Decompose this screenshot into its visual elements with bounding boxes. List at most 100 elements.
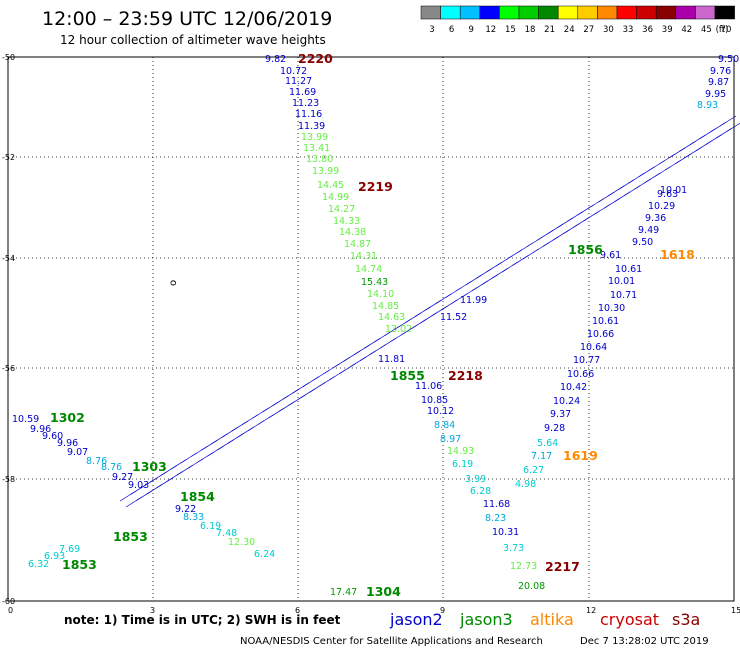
wave-height-label: 10.29 xyxy=(648,201,675,212)
legend-swatch xyxy=(557,5,579,20)
legend-swatch xyxy=(538,5,559,20)
satellite-name: altika xyxy=(530,610,574,629)
pass-time-label: 2219 xyxy=(358,179,393,194)
pass-time-label: 1853 xyxy=(113,529,148,544)
pass-time-label: 2218 xyxy=(448,368,483,383)
wave-height-label: 10.59 xyxy=(12,414,39,425)
wave-height-label: 3.99 xyxy=(465,474,486,485)
legend-swatch xyxy=(597,5,618,20)
pass-time-labels: 2220 2219 2218 2217 1302 1303 1853 1853 1854 1855… xyxy=(50,51,695,599)
wave-height-label: 14.45 xyxy=(317,180,344,191)
wave-height-label: 9.22 xyxy=(175,504,196,515)
wave-height-label: 8.93 xyxy=(697,100,718,111)
footer-credit: NOAA/NESDIS Center for Satellite Applica… xyxy=(240,636,543,647)
pass-time-label: 1619 xyxy=(563,448,598,463)
pass-time-label: 1856 xyxy=(568,242,603,257)
legend-swatch xyxy=(499,5,520,20)
wave-height-label: 4.98 xyxy=(515,479,536,490)
wave-height-label: 20.08 xyxy=(518,581,545,592)
wave-height-label: 13.99 xyxy=(312,166,339,177)
wave-height-legend: 3 6 9 12 15 18 21 24 27 30 33 36 39 42 45 70(ft) xyxy=(420,5,735,35)
altimeter-tracks: 9.8210.7211.2711.6911.2311.1611.3913.991… xyxy=(12,54,740,598)
wave-height-label: 10.01 xyxy=(608,276,635,287)
satellite-name: cryosat xyxy=(600,610,659,629)
pass-time-label: 2217 xyxy=(545,559,580,574)
wave-height-label: 9.87 xyxy=(708,77,729,88)
wave-height-label: 10.72 xyxy=(280,66,307,77)
wave-height-label: 10.61 xyxy=(615,264,642,275)
wave-height-label: 6.93 xyxy=(44,551,65,562)
wave-height-label: 9.82 xyxy=(265,54,286,65)
wave-height-label: 9.07 xyxy=(67,447,88,458)
satellite-name: jason2 xyxy=(389,610,443,629)
wave-height-label: 11.68 xyxy=(483,499,510,510)
legend-label: 3 xyxy=(429,25,434,35)
y-tick-label: -52 xyxy=(2,153,15,162)
legend-swatch xyxy=(636,5,657,20)
legend-swatch xyxy=(616,5,637,20)
legend-label: 12 xyxy=(485,25,496,35)
y-tick-label: -50 xyxy=(2,53,15,62)
wave-height-label: 6.28 xyxy=(470,486,491,497)
wave-height-label: 12.73 xyxy=(510,561,537,572)
wave-height-label: 9.50 xyxy=(718,54,739,65)
wave-height-label: 11.69 xyxy=(289,87,316,98)
wave-height-label: 10.77 xyxy=(573,355,600,366)
x-tick-label: 12 xyxy=(586,606,596,615)
wave-height-label: 14.33 xyxy=(333,216,360,227)
legend-swatch xyxy=(695,5,716,20)
satellite-legend: jason2 jason3 altika cryosat s3a xyxy=(389,610,700,629)
axis-tick-labels: 0 3 6 9 12 15 -50 -52 -54 -56 -58 -60 xyxy=(2,53,740,615)
legend-swatch xyxy=(440,5,461,20)
wave-height-label: 9.28 xyxy=(544,423,565,434)
satellite-name: jason3 xyxy=(459,610,513,629)
wave-height-label: 10.01 xyxy=(660,185,687,196)
wave-height-label: 14.31 xyxy=(350,251,377,262)
wave-height-label: 6.19 xyxy=(452,459,473,470)
wave-height-label: 7.69 xyxy=(59,544,80,555)
wave-height-label: 9.95 xyxy=(705,89,726,100)
wave-height-label: 12.30 xyxy=(228,537,255,548)
wave-height-label: 9.37 xyxy=(550,409,571,420)
pass-time-label: 1618 xyxy=(660,247,695,262)
legend-unit: (ft) xyxy=(716,25,729,35)
wave-height-label: 9.96 xyxy=(57,438,78,449)
wave-height-label: 6.32 xyxy=(28,559,49,570)
wave-height-label: 10.12 xyxy=(427,406,454,417)
wave-height-label: 5.64 xyxy=(537,438,558,449)
legend-label: 9 xyxy=(468,25,473,35)
wave-height-label: 11.16 xyxy=(295,109,322,120)
wave-height-label: 10.71 xyxy=(610,290,637,301)
legend-label: 42 xyxy=(681,25,692,35)
legend-label: 24 xyxy=(564,25,575,35)
footer-note: note: 1) Time is in UTC; 2) SWH is in fe… xyxy=(64,613,341,627)
legend-label: 70 xyxy=(721,25,732,35)
legend-label: 36 xyxy=(642,25,653,35)
wave-height-label: 11.99 xyxy=(460,295,487,306)
wave-height-label: 13.41 xyxy=(303,143,330,154)
wave-height-label: 8.97 xyxy=(440,434,461,445)
wave-height-label: 10.85 xyxy=(421,395,448,406)
wave-height-label: 14.93 xyxy=(447,446,474,457)
x-tick-label: 0 xyxy=(8,606,13,615)
legend-label: 18 xyxy=(525,25,536,35)
wave-height-label: 8.33 xyxy=(183,512,204,523)
wave-height-label: 11.81 xyxy=(378,354,405,365)
wave-height-label: 9.50 xyxy=(632,237,653,248)
x-tick-label: 6 xyxy=(295,606,300,615)
x-tick-label: 3 xyxy=(150,606,155,615)
wave-height-label: 14.74 xyxy=(355,264,382,275)
lat-lon-grid xyxy=(8,57,734,601)
legend-swatch xyxy=(714,5,735,20)
wave-height-label: 9.96 xyxy=(30,424,51,435)
wave-height-label: 9.63 xyxy=(657,189,678,200)
footer-timestamp: Dec 7 13:28:02 UTC 2019 xyxy=(580,636,709,647)
wave-height-label: 8.84 xyxy=(434,420,455,431)
wave-height-label: 9.49 xyxy=(638,225,659,236)
map-title: 12:00 – 23:59 UTC 12/06/2019 xyxy=(42,8,332,30)
wave-height-label: 14.99 xyxy=(322,192,349,203)
legend-label: 39 xyxy=(662,25,673,35)
wave-height-label: 10.42 xyxy=(560,382,587,393)
pass-time-label: 1302 xyxy=(50,410,85,425)
wave-height-label: 9.27 xyxy=(112,472,133,483)
